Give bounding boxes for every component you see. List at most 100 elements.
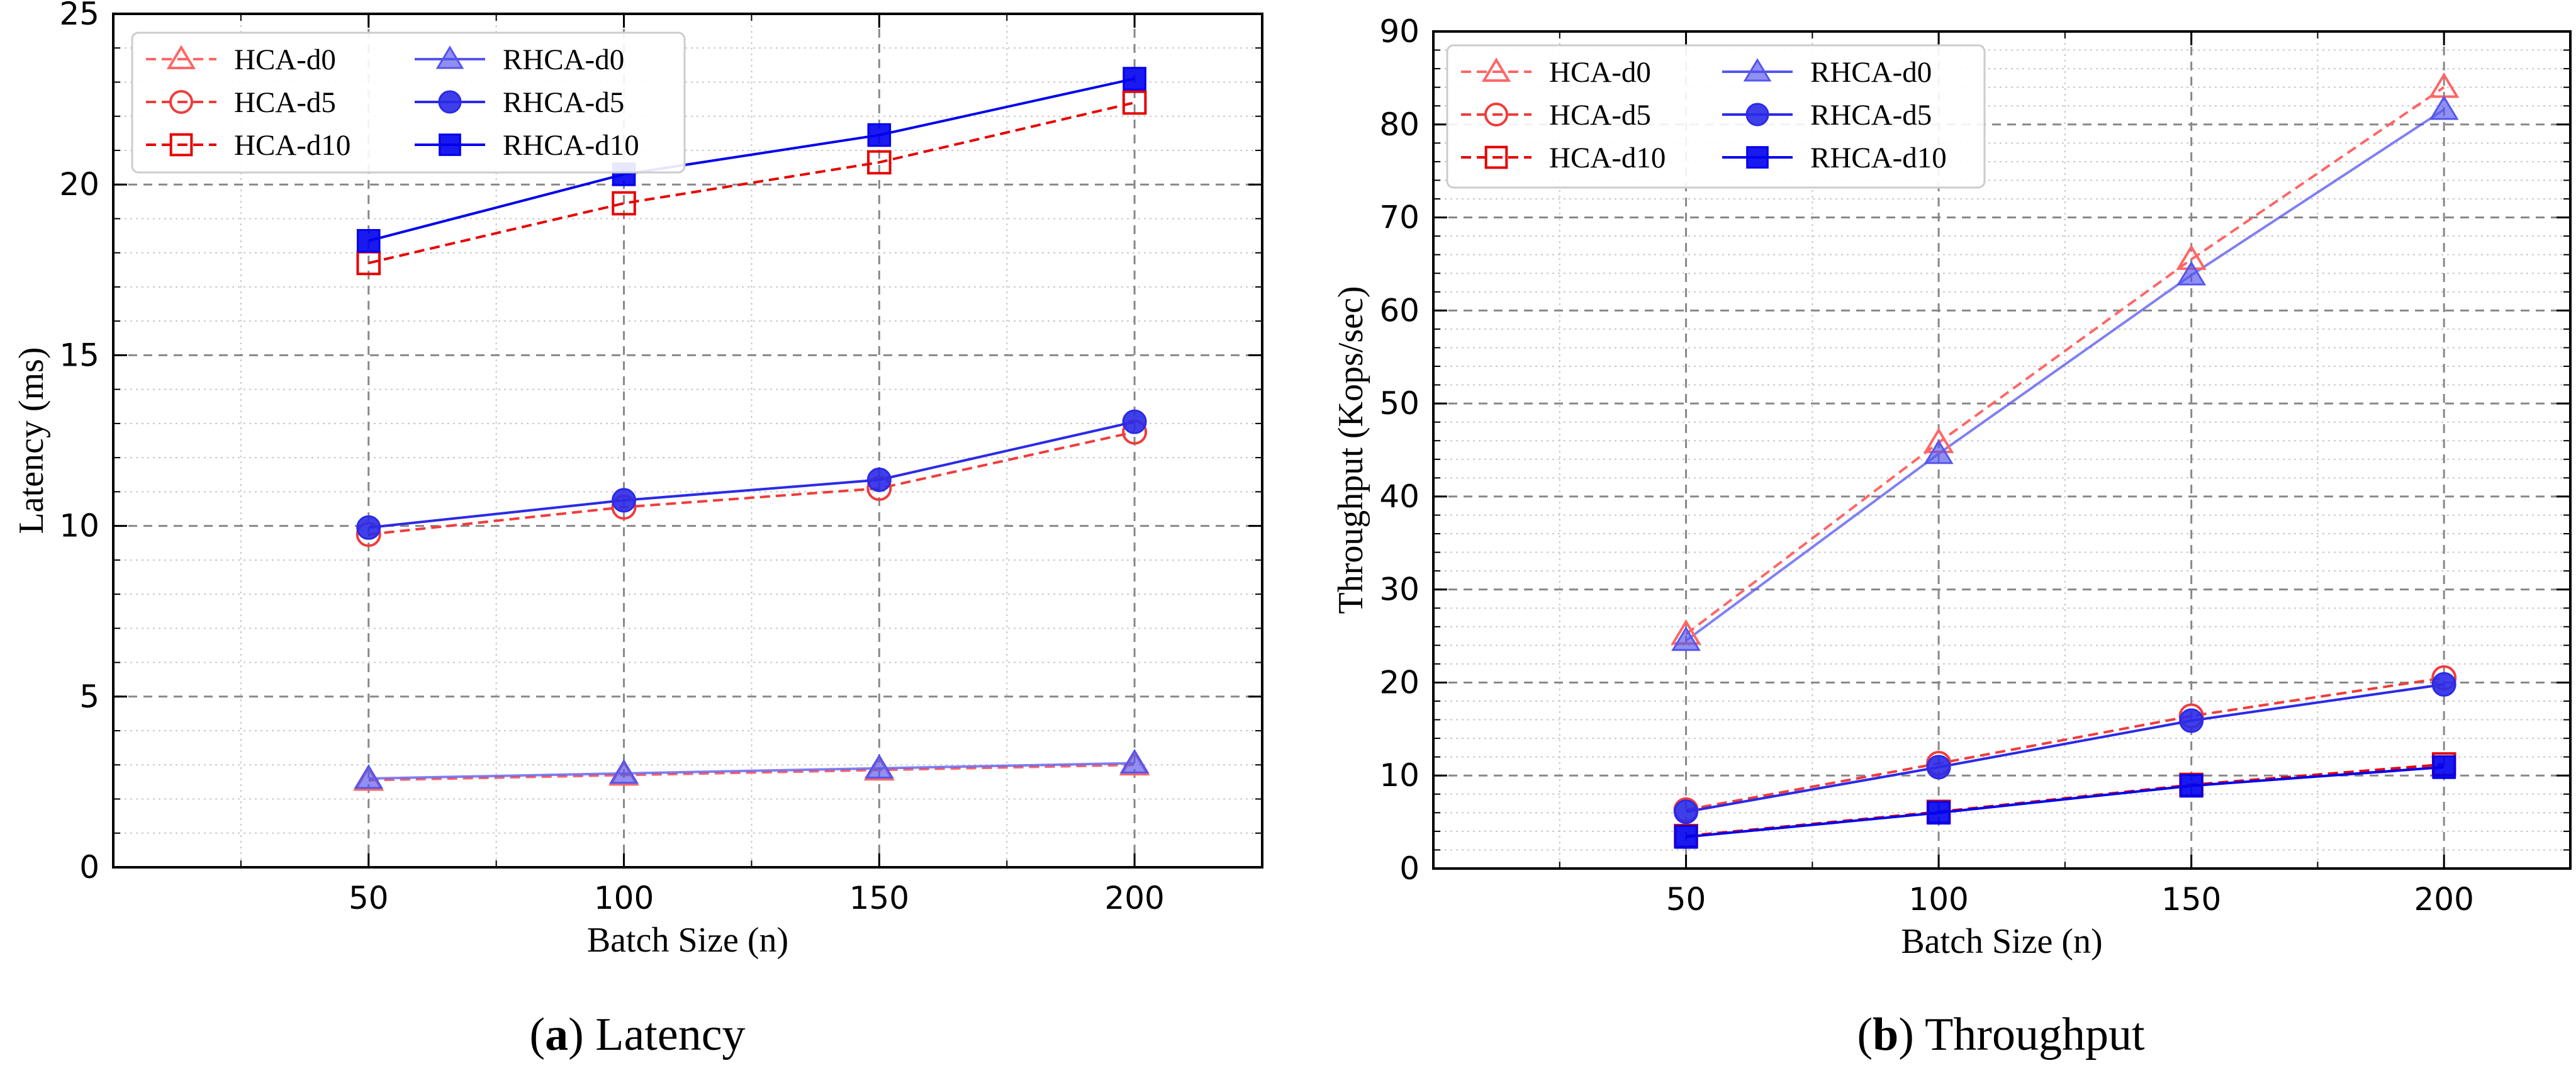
- data-point-rhca-d5: [612, 488, 637, 513]
- legend-marker: [438, 90, 462, 114]
- legend-marker: [1746, 146, 1769, 169]
- legend-marker: [169, 133, 193, 157]
- xtick-label: 150: [2161, 881, 2221, 918]
- caption-paren-open: (: [529, 1009, 545, 1060]
- series-line-hca-d5: [1686, 677, 2444, 811]
- ytick-label: 20: [59, 166, 99, 203]
- data-point-rhca-d5: [1122, 409, 1147, 434]
- ytick-label: 70: [1379, 200, 1420, 236]
- data-point-rhca-d0: [354, 764, 384, 789]
- ytick-label: 50: [1379, 385, 1420, 422]
- legend-label: HCA-d10: [234, 129, 350, 162]
- xtick-label: 150: [849, 880, 909, 916]
- series-line-hca-d0: [368, 763, 1135, 782]
- legend-label: HCA-d5: [234, 86, 336, 119]
- data-point-rhca-d5: [2431, 672, 2456, 697]
- series-line-hca-d5: [368, 430, 1135, 536]
- legend-marker: [1484, 145, 1508, 169]
- series-line-rhca-d5: [1686, 683, 2444, 813]
- series-line-hca-d0: [1685, 86, 2445, 636]
- ytick-label: 80: [1379, 106, 1420, 143]
- ytick-label: 20: [1379, 664, 1420, 700]
- caption-paren-close: ): [1898, 1009, 1925, 1060]
- panel-throughput: 0 10 20 30 40 50 60 70 80 90 50 100 150 200 Batch Size…: [1331, 13, 2572, 1060]
- caption-letter: b: [1873, 1009, 1898, 1060]
- series-line-rhca-d5: [368, 420, 1135, 529]
- ytick-label: 5: [79, 678, 99, 715]
- y-axis-title: Latency (ms): [12, 347, 51, 534]
- xtick-label: 200: [1104, 880, 1164, 916]
- series-line-rhca-d10: [1686, 765, 2444, 838]
- legend-label: RHCA-d10: [503, 129, 639, 162]
- data-point-rhca-d0: [609, 759, 639, 784]
- data-point-rhca-d0: [864, 753, 894, 779]
- axes-frame: [112, 13, 1263, 869]
- data-point-rhca-d0: [1924, 439, 1954, 464]
- data-point-rhca-d5: [1674, 799, 1699, 824]
- legend-marker: [1743, 58, 1772, 82]
- legend-marker: [169, 90, 193, 114]
- ytick-label: 15: [59, 337, 99, 373]
- ytick-label: 25: [59, 0, 99, 32]
- caption-text: Throughput: [1925, 1009, 2145, 1060]
- series-line-hca-d10: [368, 101, 1135, 264]
- legend-label: RHCA-d0: [1810, 56, 1932, 89]
- data-point-rhca-d5: [1926, 755, 1951, 780]
- legend-label: HCA-d0: [1549, 56, 1651, 89]
- data-point-rhca-d0: [2429, 95, 2459, 120]
- ytick-label: 30: [1379, 571, 1420, 608]
- legend-label: RHCA-d5: [503, 86, 624, 119]
- x-axis-title: Batch Size (n): [1901, 922, 2102, 961]
- data-point-rhca-d5: [2179, 708, 2204, 733]
- data-point-rhca-d5: [356, 515, 381, 540]
- legend-marker: [1745, 103, 1769, 127]
- legend-label: RHCA-d5: [1810, 99, 1932, 132]
- panel-caption: (b) Throughput: [1857, 1009, 2144, 1060]
- x-axis-title: Batch Size (n): [587, 921, 788, 960]
- legend-label: RHCA-d0: [503, 43, 624, 76]
- series-line-rhca-d10: [368, 77, 1135, 242]
- data-point-rhca-d10: [356, 228, 381, 253]
- legend-label: HCA-d5: [1549, 99, 1651, 132]
- ytick-label: 10: [1379, 757, 1420, 794]
- ytick-label: 10: [59, 508, 99, 544]
- caption-letter: a: [545, 1009, 568, 1060]
- panel-latency: 0 5 10 15 20 25 50 100 150 200 Batch Size (n) Laten…: [12, 0, 1263, 1060]
- data-point-rhca-d10: [2432, 755, 2456, 779]
- xtick-label: 100: [594, 880, 654, 916]
- xtick-label: 50: [1666, 881, 1706, 918]
- axes-frame: [1432, 30, 2572, 870]
- legend-marker: [1481, 57, 1511, 82]
- legend-label: HCA-d10: [1549, 142, 1666, 174]
- ytick-label: 60: [1379, 292, 1420, 329]
- legend-marker: [439, 133, 461, 156]
- data-point-rhca-d10: [867, 123, 892, 147]
- caption-paren-close: ): [568, 1009, 595, 1060]
- legend-label: RHCA-d10: [1810, 142, 1947, 174]
- data-point-rhca-d10: [2179, 773, 2204, 798]
- ytick-label: 40: [1379, 478, 1420, 515]
- caption-text: Latency: [595, 1009, 745, 1060]
- data-point-rhca-d5: [866, 467, 892, 492]
- panel-caption: (a) Latency: [529, 1009, 745, 1060]
- data-point-rhca-d10: [1123, 67, 1146, 91]
- data-point-rhca-d10: [1927, 801, 1951, 825]
- caption-paren-open: (: [1857, 1009, 1873, 1060]
- data-point-rhca-d0: [2176, 261, 2207, 286]
- ytick-label: 0: [79, 849, 99, 886]
- legend-marker: [166, 45, 196, 70]
- y-axis-title: Throughput (Kops/sec): [1331, 286, 1370, 614]
- series-line-rhca-d0: [368, 762, 1135, 780]
- legend-box: [131, 31, 686, 174]
- legend-marker: [435, 45, 464, 69]
- ytick-label: 90: [1379, 13, 1420, 50]
- data-point-rhca-d0: [1119, 748, 1150, 773]
- xtick-label: 200: [2414, 881, 2474, 918]
- data-point-hca-d10: [867, 150, 892, 175]
- legend-label: HCA-d0: [234, 43, 336, 76]
- xtick-label: 100: [1908, 881, 1968, 918]
- legend-box: [1446, 44, 1986, 189]
- xtick-label: 50: [349, 880, 389, 916]
- data-point-hca-d10: [612, 191, 636, 216]
